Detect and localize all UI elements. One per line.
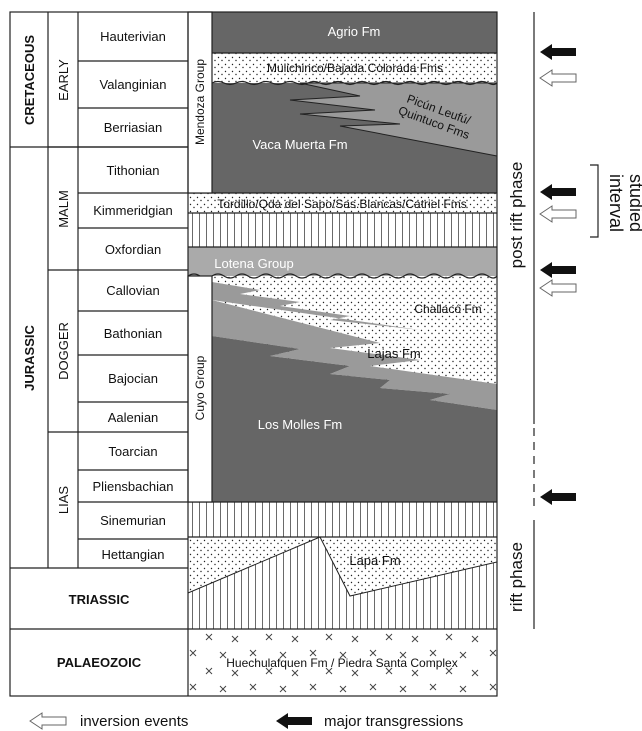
epoch-lias: LIAS (56, 486, 71, 515)
era-palaeozoic: PALAEOZOIC (57, 655, 142, 670)
challaco-fm-label: Challacó Fm (414, 302, 481, 316)
agrio-fm-area (212, 12, 497, 53)
transgression-legend-icon (276, 713, 312, 729)
era-cretaceous: CRETACEOUS (22, 35, 37, 125)
lajas-fm-area (212, 300, 497, 410)
white-arrow-icon (539, 205, 577, 223)
stage-label: Valanginian (100, 77, 167, 92)
inversion-legend-icon (29, 712, 67, 730)
black-arrow-icon (540, 489, 576, 505)
mulichinco-fm-label: Mulichinco/Bajada Colorada Fms (267, 61, 443, 75)
mendoza-group-label: Mendoza Group (193, 59, 207, 145)
stage-label: Toarcian (108, 444, 157, 459)
stage-label: Tithonian (107, 163, 160, 178)
stage-label: Kimmeridgian (93, 203, 172, 218)
white-arrow-icon (539, 69, 577, 87)
white-arrow-icon (539, 279, 577, 297)
post-rift-phase-label: post rift phase (507, 162, 526, 269)
transgression-legend-label: major transgressions (324, 713, 463, 730)
stage-label: Hettangian (102, 547, 165, 562)
mulichinco-fm-area (212, 53, 497, 83)
black-arrow-icon (540, 44, 576, 60)
era-jurassic: JURASSIC (22, 325, 37, 391)
stage-label: Sinemurian (100, 513, 166, 528)
los-molles-fm-area (212, 336, 497, 502)
black-arrow-icon (540, 184, 576, 200)
agrio-fm-label: Agrio Fm (328, 24, 381, 39)
lotena-group-label: Lotena Group (214, 256, 294, 271)
epoch-dogger: DOGGER (56, 322, 71, 380)
stage-label: Aalenian (108, 410, 159, 425)
black-arrow-icon (540, 262, 576, 278)
cuyo-group-label: Cuyo Group (193, 355, 207, 420)
inversion-legend-label: inversion events (80, 713, 188, 730)
sinemurian-hatch-area (188, 502, 497, 537)
picun-leufu-quintuco-fms-area (289, 82, 498, 157)
inversion-arrows (539, 69, 577, 297)
transgression-arrows (540, 44, 576, 505)
interval-label: interval (606, 174, 626, 232)
tordillo-fms-area (188, 193, 497, 213)
stage-label: Callovian (106, 283, 159, 298)
epoch-malm: MALM (56, 190, 71, 228)
huechulafquen-fm-label: Huechulafquen Fm / Piedra Santa Complex (226, 656, 457, 670)
tordillo-hatch-area (188, 213, 497, 247)
stage-label: Oxfordian (105, 242, 161, 257)
studied-label: studied (626, 174, 642, 232)
rift-phase-label: rift phase (507, 542, 526, 612)
stage-label: Pliensbachian (93, 479, 174, 494)
lotena-group-area (188, 247, 497, 276)
stage-label: Berriasian (104, 120, 163, 135)
los-molles-fm-label: Los Molles Fm (258, 417, 343, 432)
lajas-fm-label: Lajas Fm (367, 346, 420, 361)
tordillo-fms-label: Tordillo/Qda del Sapo/Sas.Blancas/Catrie… (217, 197, 466, 211)
stage-label: Hauterivian (100, 29, 166, 44)
epoch-early: EARLY (56, 59, 71, 101)
studied-interval-bracket (590, 164, 599, 238)
stage-label: Bathonian (104, 326, 163, 341)
cuyo-group-column (187, 275, 213, 503)
lapa-fm-label: Lapa Fm (349, 553, 400, 568)
stage-label: Bajocian (108, 371, 158, 386)
challaco-lower-wedge (212, 282, 420, 330)
vaca-muerta-fm-label: Vaca Muerta Fm (252, 137, 347, 152)
era-triassic: TRIASSIC (69, 592, 130, 607)
basement-area (188, 629, 497, 696)
